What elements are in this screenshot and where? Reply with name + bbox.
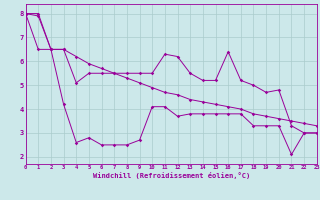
X-axis label: Windchill (Refroidissement éolien,°C): Windchill (Refroidissement éolien,°C) <box>92 172 250 179</box>
